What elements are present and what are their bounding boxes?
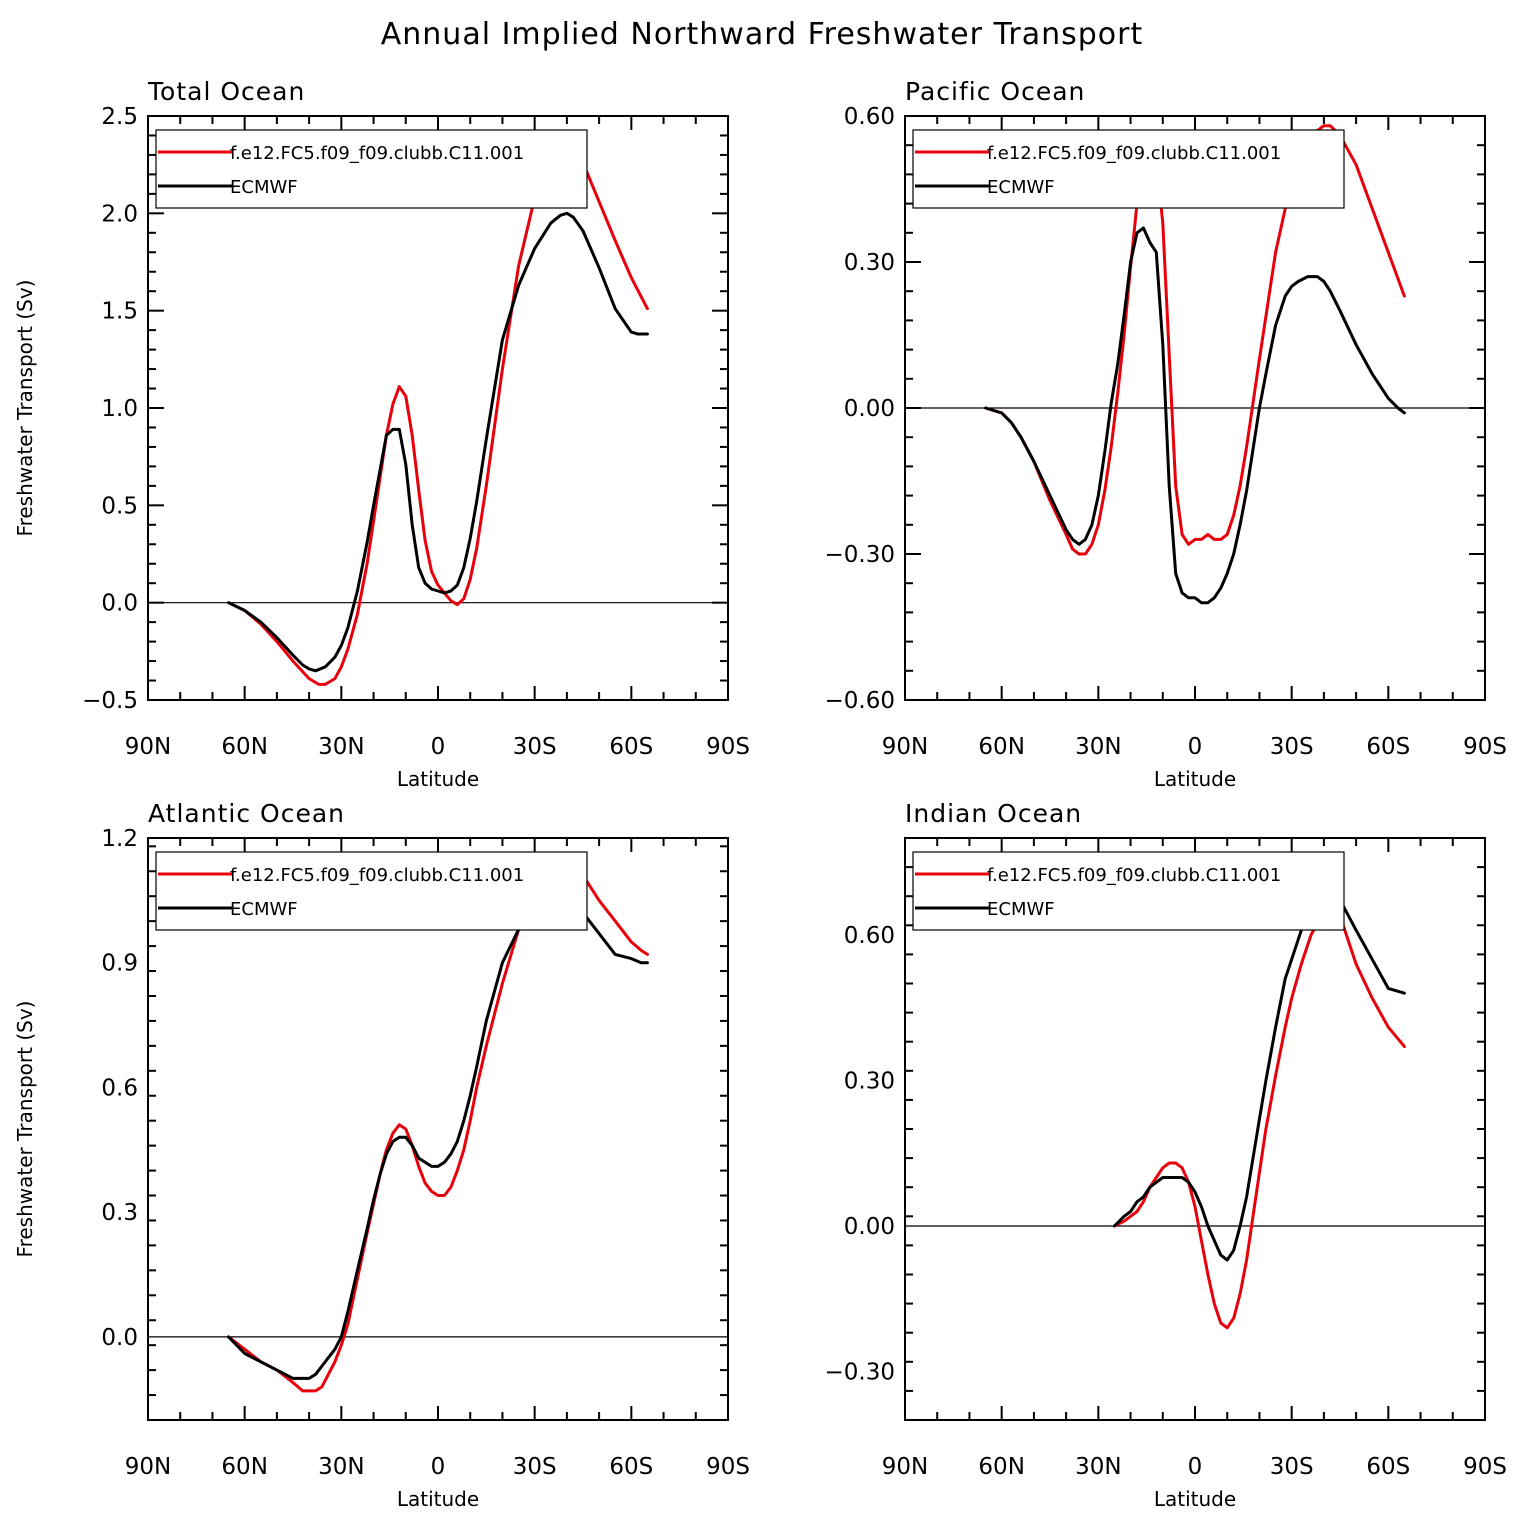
legend-label: ECMWF	[230, 899, 298, 920]
x-tick-label: 30S	[513, 1454, 557, 1480]
panel-indian-ocean: Indian Ocean 90N 60N 30N 0 30S 60S 90S −0.30 0.00…	[825, 799, 1507, 1511]
y-tick-label: 0.30	[844, 250, 895, 276]
x-axis-label: Latitude	[397, 1487, 479, 1511]
x-tick-label: 60N	[221, 1454, 267, 1480]
y-tick-label: 0.5	[101, 493, 138, 519]
x-tick-label: 30N	[318, 1454, 364, 1480]
panel-pacific-ocean: Pacific Ocean 90N 60N 30N 0 30S 60S 90S −0.60 −0.…	[825, 77, 1507, 791]
legend-box	[155, 129, 588, 209]
x-tick-label: 0	[431, 1454, 446, 1480]
legend-box	[912, 129, 1345, 209]
x-tick-label: 60N	[978, 734, 1024, 760]
x-tick-label: 0	[1188, 734, 1203, 760]
y-tick-label: 0.60	[844, 104, 895, 130]
x-axis-label: Latitude	[1154, 767, 1236, 791]
y-tick-label: −0.60	[825, 688, 895, 714]
panel-total-ocean: Total Ocean 90N 60N 30N 0 30S 60S 90S −0.5 0.0 0.5…	[13, 77, 750, 791]
plot-frame	[147, 115, 729, 701]
y-tick-label: 0.0	[101, 1325, 138, 1351]
x-tick-label: 90N	[125, 734, 171, 760]
y-tick-label: 1.5	[101, 299, 138, 325]
series-line-ecmwf	[1112, 885, 1406, 1262]
x-tick-label: 60S	[609, 1454, 653, 1480]
y-tick-label: 0.30	[844, 1069, 895, 1095]
x-tick-label: 60N	[978, 1454, 1024, 1480]
plot-frame	[904, 115, 1486, 701]
plot-frame	[147, 837, 729, 1421]
x-tick-label: 30S	[1270, 1454, 1314, 1480]
legend-label: f.e12.FC5.f09_f09.clubb.C11.001	[230, 143, 524, 164]
x-tick-label: 30N	[1075, 1454, 1121, 1480]
panel-title: Pacific Ocean	[905, 77, 1085, 106]
legend-box	[912, 851, 1345, 931]
series-line-model	[227, 861, 649, 1393]
plot-frame	[904, 837, 1486, 1421]
y-axis-label: Freshwater Transport (Sv)	[13, 1001, 37, 1258]
y-tick-label: 2.0	[101, 201, 138, 227]
x-tick-label: 90N	[882, 1454, 928, 1480]
y-tick-label: 0.0	[101, 591, 138, 617]
y-axis-label: Freshwater Transport (Sv)	[13, 280, 37, 537]
x-tick-label: 60N	[221, 734, 267, 760]
y-tick-label: −0.5	[82, 688, 138, 714]
legend-label: ECMWF	[987, 177, 1055, 198]
x-tick-label: 90N	[882, 734, 928, 760]
legend-box	[155, 851, 588, 931]
panel-atlantic-ocean: Atlantic Ocean 90N 60N 30N 0 30S 60S 90S 0.0 0.3 0…	[13, 799, 750, 1511]
panel-title: Atlantic Ocean	[148, 799, 345, 828]
x-tick-label: 90S	[706, 1454, 750, 1480]
series-line-ecmwf	[227, 903, 649, 1380]
x-tick-label: 90S	[1463, 734, 1507, 760]
y-tick-label: −0.30	[825, 542, 895, 568]
x-axis-label: Latitude	[1154, 1487, 1236, 1511]
x-tick-label: 90S	[706, 734, 750, 760]
legend-label: f.e12.FC5.f09_f09.clubb.C11.001	[987, 865, 1281, 886]
series-line-ecmwf	[984, 226, 1406, 605]
x-axis-label: Latitude	[397, 767, 479, 791]
y-tick-label: 0.00	[844, 1214, 895, 1240]
x-tick-label: 30S	[1270, 734, 1314, 760]
y-tick-label: 1.2	[101, 826, 138, 852]
legend-label: f.e12.FC5.f09_f09.clubb.C11.001	[987, 143, 1281, 164]
y-tick-label: −0.30	[825, 1360, 895, 1386]
x-tick-label: 30N	[318, 734, 364, 760]
x-tick-label: 0	[431, 734, 446, 760]
x-tick-label: 30S	[513, 734, 557, 760]
y-tick-label: 0.60	[844, 923, 895, 949]
x-tick-label: 60S	[1366, 1454, 1410, 1480]
x-tick-label: 0	[1188, 1454, 1203, 1480]
y-tick-label: 2.5	[101, 104, 138, 130]
legend-label: ECMWF	[230, 177, 298, 198]
legend-label: f.e12.FC5.f09_f09.clubb.C11.001	[230, 865, 524, 886]
y-tick-label: 0.3	[101, 1200, 138, 1226]
x-tick-label: 60S	[609, 734, 653, 760]
y-tick-label: 0.6	[101, 1075, 138, 1101]
x-tick-label: 90S	[1463, 1454, 1507, 1480]
panel-title: Total Ocean	[147, 77, 305, 106]
legend-label: ECMWF	[987, 899, 1055, 920]
x-tick-label: 60S	[1366, 734, 1410, 760]
x-tick-label: 90N	[125, 1454, 171, 1480]
y-tick-label: 0.9	[101, 951, 138, 977]
figure-title: Annual Implied Northward Freshwater Tran…	[381, 17, 1143, 52]
panel-title: Indian Ocean	[905, 799, 1082, 828]
x-tick-label: 30N	[1075, 734, 1121, 760]
y-tick-label: 1.0	[101, 396, 138, 422]
series-line-ecmwf	[227, 211, 649, 673]
y-tick-label: 0.00	[844, 396, 895, 422]
